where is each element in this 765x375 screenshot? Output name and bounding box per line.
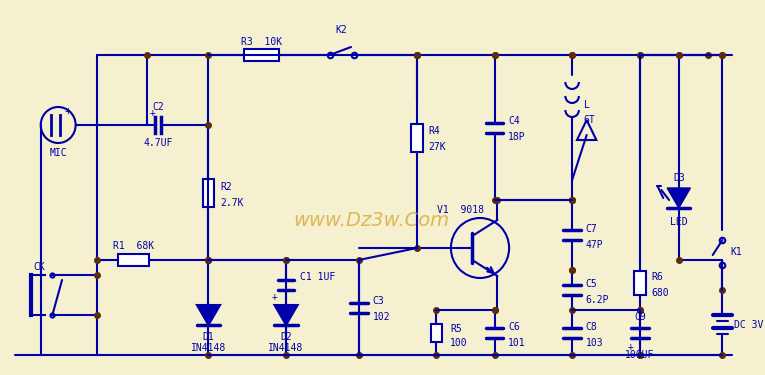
Polygon shape [275, 305, 298, 325]
Text: C4: C4 [508, 117, 520, 126]
Text: C9: C9 [634, 312, 646, 321]
Text: +: + [149, 108, 155, 118]
Bar [411, 123, 423, 152]
Text: IN4148: IN4148 [190, 343, 226, 353]
Text: DC 3V: DC 3V [734, 320, 763, 330]
Text: www.Dz3w.Com: www.Dz3w.Com [293, 210, 450, 230]
Text: L: L [584, 100, 590, 110]
Bar [119, 254, 149, 266]
Text: D2: D2 [280, 332, 292, 342]
Text: D1: D1 [203, 332, 214, 342]
Text: C1 1UF: C1 1UF [300, 272, 335, 282]
Text: K2: K2 [336, 25, 347, 35]
Text: +: + [272, 292, 278, 302]
Text: 680: 680 [652, 288, 669, 297]
Text: 101: 101 [508, 338, 526, 348]
Bar [244, 49, 279, 61]
Text: 27K: 27K [428, 142, 446, 153]
Text: 2.7K: 2.7K [220, 198, 243, 207]
Text: 18P: 18P [508, 132, 526, 142]
Text: R1  68K: R1 68K [113, 241, 155, 251]
Text: C5: C5 [586, 279, 597, 289]
Bar [634, 270, 646, 294]
Text: C7: C7 [586, 224, 597, 234]
Text: K1: K1 [730, 247, 742, 257]
Text: +: + [64, 106, 71, 116]
Polygon shape [197, 305, 220, 325]
Text: +: + [627, 342, 633, 351]
Text: D3: D3 [673, 173, 685, 183]
Text: 102: 102 [373, 312, 390, 322]
Text: 100: 100 [450, 338, 467, 348]
Text: R4: R4 [428, 126, 441, 136]
Text: MIC: MIC [50, 148, 67, 158]
Text: C3: C3 [373, 297, 384, 306]
Text: C8: C8 [586, 321, 597, 332]
Bar [203, 178, 214, 207]
Text: CK: CK [33, 262, 44, 272]
Text: 4.7UF: 4.7UF [143, 138, 173, 148]
Text: V1  9018: V1 9018 [437, 205, 484, 215]
Text: C6: C6 [508, 321, 520, 332]
Bar [431, 324, 442, 342]
Text: 100UF: 100UF [625, 350, 655, 360]
Text: 6T: 6T [584, 115, 595, 125]
Text: IN4148: IN4148 [269, 343, 304, 353]
Text: 47P: 47P [586, 240, 604, 250]
Text: C2: C2 [152, 102, 164, 112]
Text: LED: LED [670, 217, 688, 227]
Text: R3  10K: R3 10K [241, 37, 282, 47]
Text: 6.2P: 6.2P [586, 295, 609, 305]
Text: R5: R5 [450, 324, 462, 333]
Polygon shape [667, 188, 691, 208]
Text: R6: R6 [652, 272, 663, 282]
Text: R2: R2 [220, 182, 232, 192]
Text: 103: 103 [586, 338, 604, 348]
